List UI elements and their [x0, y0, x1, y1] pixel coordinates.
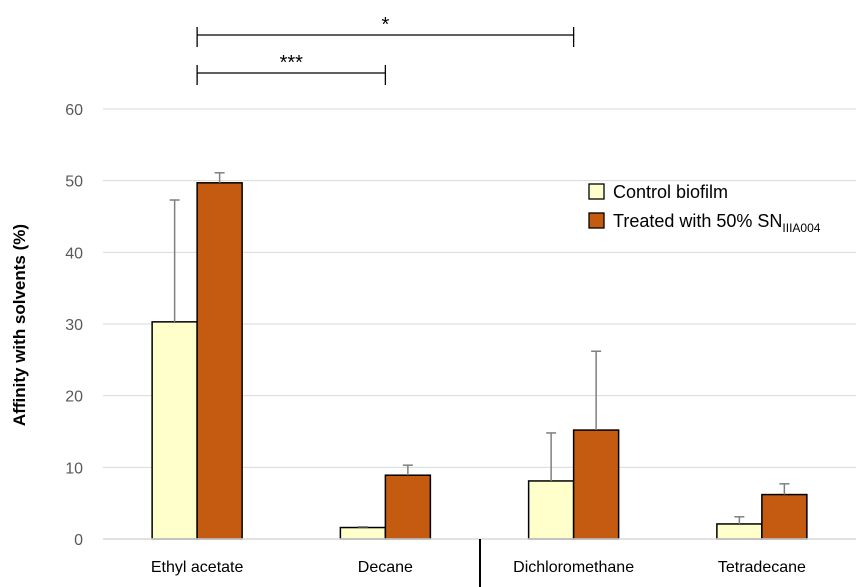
legend-swatch-treated [588, 212, 605, 229]
y-tick-label: 50 [65, 174, 83, 191]
bar [572, 429, 620, 540]
bar [151, 321, 198, 540]
y-tick-label: 10 [65, 460, 83, 477]
x-category-label: Ethyl acetate [151, 559, 244, 576]
bar [761, 493, 808, 540]
legend-swatch-control [588, 183, 605, 200]
bar [527, 480, 575, 540]
y-tick-labels: 0 10 20 30 40 50 60 [65, 102, 83, 549]
x-category-labels: Ethyl acetate Decane Dichloromethane Tetrad… [151, 559, 806, 576]
y-tick-label: 40 [65, 245, 83, 262]
error-bars [169, 172, 790, 528]
significance-brackets: **** [196, 14, 575, 85]
y-axis-title: Affinity with solvents (%) [10, 224, 29, 426]
x-category-label: Tetradecane [718, 559, 806, 576]
legend: Control biofilm Treated with 50% SNIIIA0… [588, 182, 821, 235]
x-category-label: Dichloromethane [513, 559, 634, 576]
bar [716, 523, 763, 540]
y-tick-label: 60 [65, 102, 83, 119]
legend-label-treated-subscript: IIIA004 [782, 221, 820, 235]
bar [339, 526, 387, 540]
y-tick-label: 20 [65, 389, 83, 406]
legend-label-treated-main: Treated with 50% SN [613, 211, 782, 231]
y-tick-label: 0 [74, 532, 83, 549]
legend-label-control: Control biofilm [613, 182, 728, 202]
significance-label: * [381, 14, 389, 36]
significance-label: *** [280, 52, 304, 74]
bar [196, 182, 243, 540]
x-category-label: Decane [358, 559, 413, 576]
bar [384, 474, 432, 540]
y-tick-label: 30 [65, 317, 83, 334]
legend-label-treated: Treated with 50% SNIIIA004 [613, 211, 821, 235]
bars [151, 182, 808, 540]
